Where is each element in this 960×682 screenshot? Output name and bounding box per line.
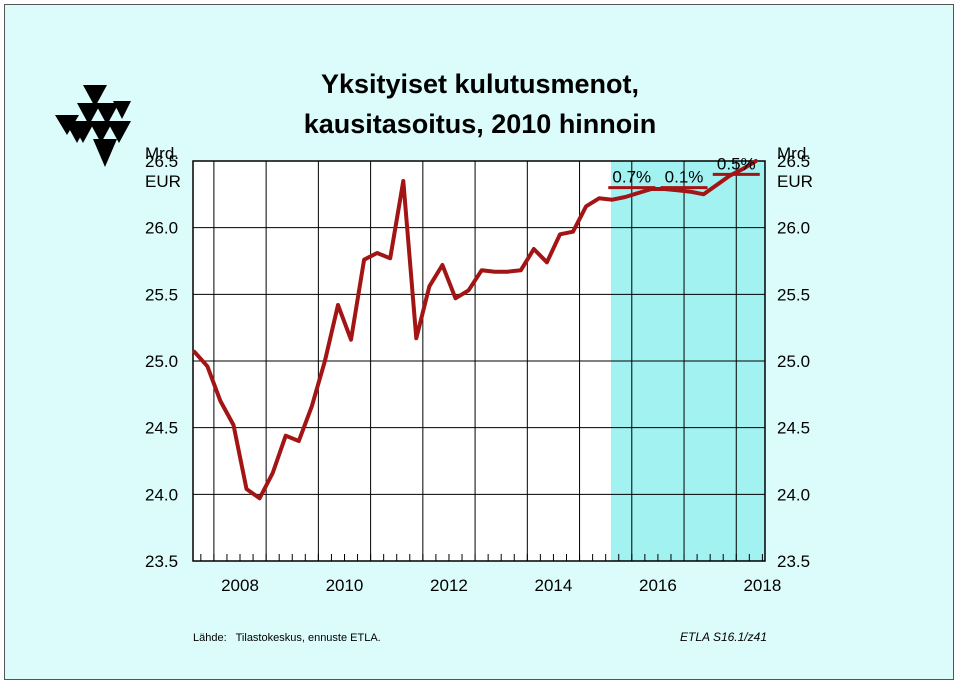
x-tick-label: 2012 [430, 576, 468, 595]
plot-border [192, 160, 766, 562]
annual-growth-label: 0.1% [665, 168, 704, 187]
source-note: Lähde: Tilastokeskus, ennuste ETLA. [193, 632, 381, 644]
chart-title-line-1: Yksityiset kulutusmenot, [321, 69, 639, 99]
y-tick-label-left: 24.5 [145, 419, 178, 438]
x-tick-label: 2010 [326, 576, 364, 595]
y-tick-label-left: 25.5 [145, 285, 178, 304]
annual-growth-label: 0.7% [612, 168, 651, 187]
y-axis-tick-labels: 23.5 23.5 24.0 24.0 24.5 24.5 25.0 25.0 25.5 25.5… [145, 152, 810, 571]
y-tick-label-right: 25.5 [777, 285, 810, 304]
chart-title-line-2: kausitasoitus, 2010 hinnoin [304, 109, 657, 139]
right-unit-label-line-2: EUR [777, 172, 813, 191]
left-unit-label-line-2: EUR [145, 172, 181, 191]
growth-annotations: 0.7% 0.1% 0.5% [608, 154, 760, 190]
quarter-ticks [200, 554, 763, 561]
x-tick-label: 2016 [639, 576, 677, 595]
y-tick-label-left: 23.5 [145, 552, 178, 571]
right-unit-label-line-1: Mrd. [777, 144, 811, 163]
x-tick-label: 2008 [221, 576, 259, 595]
chart-figure: Yksityiset kulutusmenot, kausitasoitus, … [55, 69, 813, 644]
x-tick-label: 2018 [743, 576, 781, 595]
y-tick-label-right: 26.5 [777, 152, 810, 171]
y-tick-label-right: 24.5 [777, 419, 810, 438]
y-tick-label-right: 26.0 [777, 219, 810, 238]
etla-logo [55, 85, 131, 167]
y-tick-label-right: 25.0 [777, 352, 810, 371]
x-axis-tick-labels: 2008 2010 2012 2014 2016 2018 [221, 576, 781, 595]
y-tick-label-right: 24.0 [777, 485, 810, 504]
y-tick-label-left: 25.0 [145, 352, 178, 371]
y-tick-label-right: 23.5 [777, 552, 810, 571]
x-tick-label: 2014 [535, 576, 573, 595]
chart-code: ETLA S16.1/z41 [680, 630, 767, 644]
y-tick-label-left: 26.0 [145, 219, 178, 238]
chart-frame: Yksityiset kulutusmenot, kausitasoitus, … [4, 4, 954, 680]
y-tick-label-left: 24.0 [145, 485, 178, 504]
y-tick-label-left: 26.5 [145, 152, 178, 171]
annual-growth-label: 0.5% [717, 154, 756, 173]
left-unit-label-line-1: Mrd. [145, 144, 179, 163]
